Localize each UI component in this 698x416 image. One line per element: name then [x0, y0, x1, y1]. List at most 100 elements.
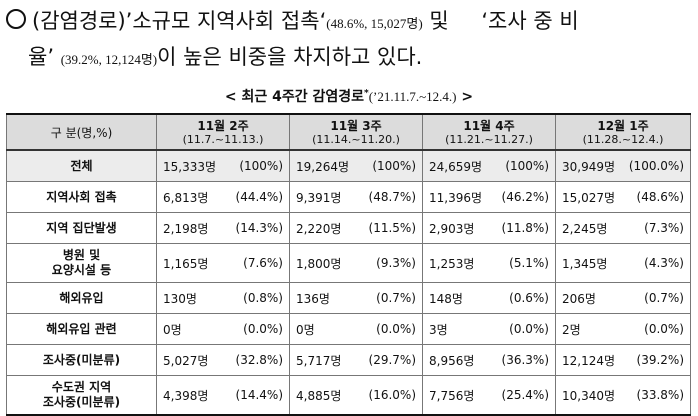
- bullet-part1: (감염경로)’소규모 지역사회 접촉‘: [32, 9, 327, 33]
- row-label: 수도권 지역 조사중(미분류): [6, 375, 157, 416]
- header-week-3: 11월 4주 (11.21.~11.27.): [422, 113, 556, 151]
- cell-count: 2,198명: [156, 212, 227, 244]
- week-name: 11월 4주: [463, 118, 515, 133]
- row-label: 병원 및 요양시설 등: [6, 243, 157, 283]
- bullet-part2: 및: [422, 9, 456, 33]
- bullet-part1-figures: (48.6%, 15,027명): [326, 16, 423, 31]
- table-row: 지역사회 접촉 6,813명 (44.4%) 9,391명 (48.7%) 11,3…: [6, 181, 691, 213]
- cell-percent: (32.8%): [226, 344, 290, 376]
- table-row: 수도권 지역 조사중(미분류) 4,398명 (14.4%) 4,885명 (16.0…: [6, 375, 691, 416]
- bullet-line-2: 율’ (39.2%, 12,124명)이 높은 비중을 차지하고 있다.: [28, 42, 422, 75]
- cell-count: 9,391명: [289, 181, 360, 213]
- cell-count: 30,949명: [555, 149, 626, 182]
- row-label-line-2: 요양시설 등: [51, 263, 112, 277]
- cell-count: 2,245명: [555, 212, 626, 244]
- bullet-line2-b: 이 높은 비중을 차지하고 있다.: [157, 45, 423, 69]
- cell-percent: (36.3%): [492, 344, 556, 376]
- cell-count: 8,956명: [422, 344, 493, 376]
- cell-percent: (33.8%): [625, 375, 691, 416]
- row-label-line-1: 수도권 지역: [51, 380, 112, 394]
- header-week-2: 11월 3주 (11.14.~11.20.): [289, 113, 423, 151]
- cell-percent: (48.6%): [625, 181, 691, 213]
- cell-count: 10,340명: [555, 375, 626, 416]
- row-label-line-2: 조사중(미분류): [42, 395, 121, 409]
- cell-count: 206명: [555, 282, 626, 314]
- cell-percent: (7.3%): [625, 212, 691, 244]
- cell-count: 24,659명: [422, 149, 493, 182]
- cell-count: 4,885명: [289, 375, 360, 416]
- row-label: 전체: [6, 149, 157, 182]
- cell-percent: (9.3%): [359, 243, 423, 283]
- cell-percent: (16.0%): [359, 375, 423, 416]
- cell-count: 11,396명: [422, 181, 493, 213]
- cell-percent: (46.2%): [492, 181, 556, 213]
- row-label: 해외유입 관련: [6, 313, 157, 345]
- cell-percent: (39.2%): [625, 344, 691, 376]
- row-label: 지역 집단발생: [6, 212, 157, 244]
- cell-count: 130명: [156, 282, 227, 314]
- cell-count: 2,903명: [422, 212, 493, 244]
- week-range: (11.21.~11.27.): [445, 132, 533, 146]
- cell-count: 6,813명: [156, 181, 227, 213]
- cell-count: 136명: [289, 282, 360, 314]
- caption-date: (’21.11.7.~12.4.): [368, 89, 457, 104]
- week-range: (11.28.~12.4.): [582, 132, 664, 146]
- cell-count: 1,345명: [555, 243, 626, 283]
- cell-count: 2,220명: [289, 212, 360, 244]
- cell-percent: (0.7%): [359, 282, 423, 314]
- bullet-line2-a: 율’: [28, 45, 54, 69]
- cell-count: 5,717명: [289, 344, 360, 376]
- week-range: (11.7.~11.13.): [182, 132, 264, 146]
- cell-count: 0명: [156, 313, 227, 345]
- cell-percent: (100%): [359, 149, 423, 182]
- cell-count: 5,027명: [156, 344, 227, 376]
- cell-percent: (7.6%): [226, 243, 290, 283]
- cell-count: 15,027명: [555, 181, 626, 213]
- cell-percent: (0.0%): [226, 313, 290, 345]
- header-week-4: 12월 1주 (11.28.~12.4.): [555, 113, 691, 151]
- cell-count: 12,124명: [555, 344, 626, 376]
- table-row: 해외유입 130명 (0.8%) 136명 (0.7%) 148명 (0.6%) 20…: [6, 282, 691, 314]
- cell-count: 4,398명: [156, 375, 227, 416]
- header-week-1: 11월 2주 (11.7.~11.13.): [156, 113, 290, 151]
- header-category: 구 분(명,%): [6, 113, 157, 151]
- cell-count: 15,333명: [156, 149, 227, 182]
- cell-percent: (100.0%): [625, 149, 691, 182]
- cell-percent: (0.0%): [492, 313, 556, 345]
- week-name: 12월 1주: [597, 118, 649, 133]
- cell-percent: (25.4%): [492, 375, 556, 416]
- cell-count: 3명: [422, 313, 493, 345]
- bullet-line2-figures: (39.2%, 12,124명): [60, 52, 158, 67]
- cell-percent: (100%): [492, 149, 556, 182]
- hollow-circle-icon: [6, 9, 26, 29]
- cell-count: 1,165명: [156, 243, 227, 283]
- caption-close: >: [461, 89, 474, 105]
- cell-percent: (0.8%): [226, 282, 290, 314]
- table-row: 병원 및 요양시설 등 1,165명 (7.6%) 1,800명 (9.3%) 1,2…: [6, 243, 691, 283]
- cell-percent: (11.8%): [492, 212, 556, 244]
- row-label: 조사중(미분류): [6, 344, 157, 376]
- cell-percent: (100%): [226, 149, 290, 182]
- cell-count: 19,264명: [289, 149, 360, 182]
- table-row: 전체 15,333명 (100%) 19,264명 (100%) 24,659명 (1…: [6, 149, 691, 182]
- cell-percent: (11.5%): [359, 212, 423, 244]
- table-row: 조사중(미분류) 5,027명 (32.8%) 5,717명 (29.7%) 8,9…: [6, 344, 691, 376]
- cell-count: 7,756명: [422, 375, 493, 416]
- table-header-row: 구 분(명,%) 11월 2주 (11.7.~11.13.) 11월 3주 (11.…: [6, 113, 691, 151]
- caption-title: < 최근 4주간 감염경로: [224, 89, 364, 105]
- cell-count: 2명: [555, 313, 626, 345]
- week-name: 11월 3주: [330, 118, 382, 133]
- cell-percent: (48.7%): [359, 181, 423, 213]
- caption-star: *: [364, 88, 369, 99]
- cell-percent: (14.3%): [226, 212, 290, 244]
- row-label: 해외유입: [6, 282, 157, 314]
- row-label: 지역사회 접촉: [6, 181, 157, 213]
- cell-count: 0명: [289, 313, 360, 345]
- cell-count: 1,253명: [422, 243, 493, 283]
- cell-percent: (29.7%): [359, 344, 423, 376]
- cell-percent: (0.0%): [625, 313, 691, 345]
- bullet-line-1: (감염경로)’소규모 지역사회 접촉‘(48.6%, 15,027명) 및 ‘조…: [6, 6, 579, 39]
- cell-percent: (0.7%): [625, 282, 691, 314]
- cell-percent: (14.4%): [226, 375, 290, 416]
- infection-route-table: 구 분(명,%) 11월 2주 (11.7.~11.13.) 11월 3주 (11.…: [6, 113, 691, 416]
